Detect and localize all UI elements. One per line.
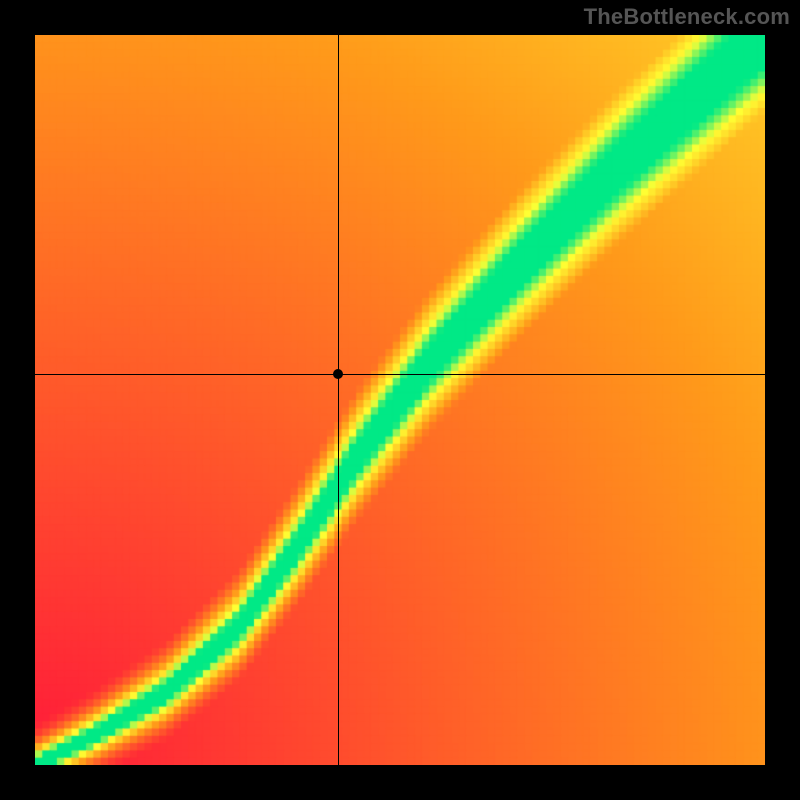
crosshair-vertical	[338, 35, 339, 765]
crosshair-horizontal	[35, 374, 765, 375]
stage: TheBottleneck.com	[0, 0, 800, 800]
crosshair-marker[interactable]	[333, 369, 343, 379]
attribution-label: TheBottleneck.com	[584, 4, 790, 30]
heatmap-canvas	[35, 35, 765, 765]
bottleneck-plot	[35, 35, 765, 765]
